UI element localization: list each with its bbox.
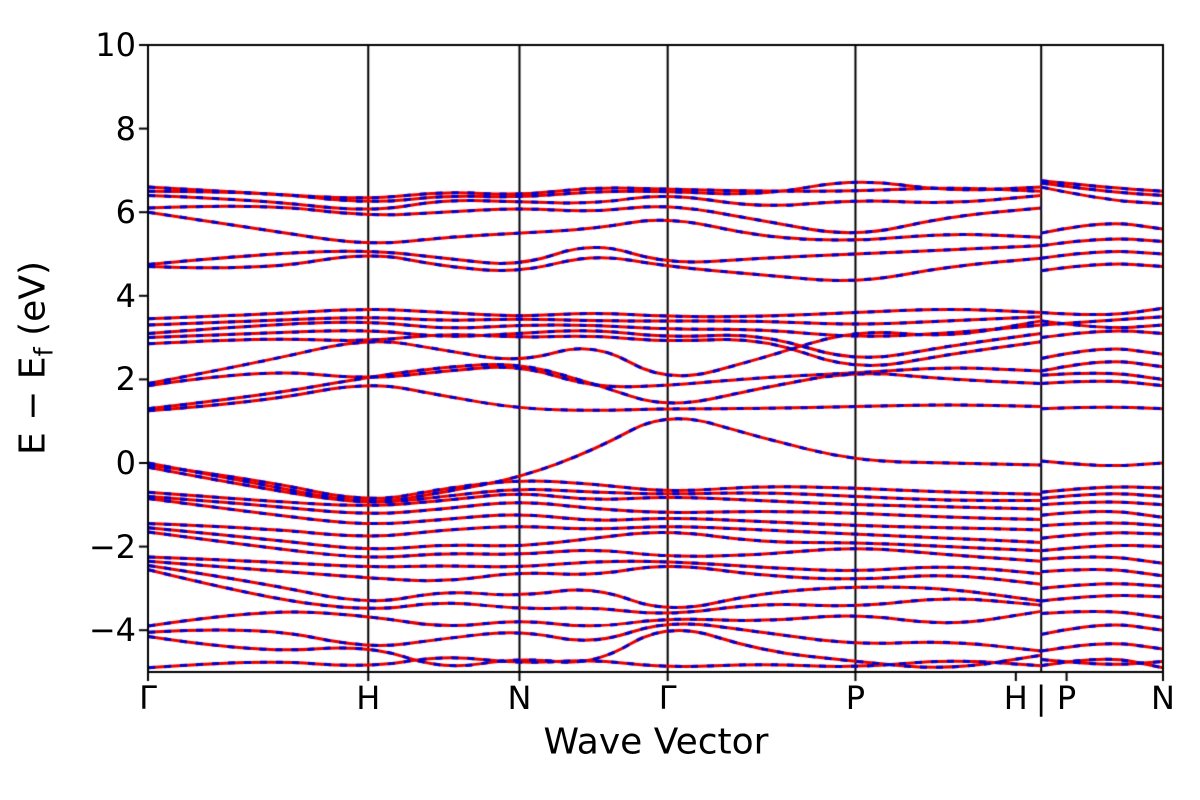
x-tick-label: N: [507, 679, 532, 717]
y-axis-label-subscript: f: [29, 347, 60, 357]
x-tick-label: Γ: [658, 679, 677, 717]
y-tick-label: −4: [88, 611, 136, 650]
x-axis-label: Wave Vector: [543, 721, 769, 763]
x-tick-label: Γ: [139, 679, 157, 717]
y-tick-label: 10: [95, 26, 136, 64]
x-tick-label: P: [1056, 679, 1077, 717]
y-tick-label: 0: [115, 444, 136, 482]
y-tick-label: 8: [115, 109, 136, 148]
y-tick-label: 2: [115, 360, 136, 399]
y-tick-label: 4: [115, 276, 136, 315]
x-tick-label: |: [1035, 679, 1047, 717]
y-tick-label: 6: [115, 193, 136, 232]
x-tick-label: H: [1003, 679, 1028, 717]
y-tick-label: −2: [88, 527, 136, 566]
x-tick-label: H: [356, 679, 381, 717]
x-tick-label: P: [845, 679, 866, 717]
x-tick-label: N: [1151, 679, 1175, 717]
